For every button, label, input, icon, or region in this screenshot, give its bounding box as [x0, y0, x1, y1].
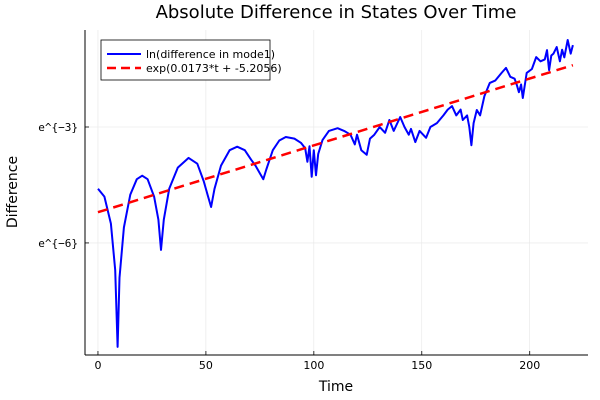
- x-tick-label: 100: [303, 359, 324, 372]
- series-layer: [97, 39, 574, 348]
- x-tick-label: 0: [94, 359, 101, 372]
- ticks: 0 50 100 150 200 e^{−3} e^{−6}: [38, 121, 540, 372]
- legend: ln(difference in mode1) exp(0.0173*t + -…: [100, 39, 282, 81]
- grid: [85, 30, 588, 355]
- x-tick-label: 150: [411, 359, 432, 372]
- legend-box: [100, 39, 271, 81]
- y-tick-label: e^{−6}: [38, 237, 78, 250]
- chart-title: Absolute Difference in States Over Time: [156, 2, 517, 23]
- x-tick-label: 50: [199, 359, 213, 372]
- legend-label-blue: ln(difference in mode1): [146, 48, 275, 61]
- y-axis-label: Difference: [5, 156, 21, 228]
- legend-label-red: exp(0.0173*t + -5.2056): [146, 62, 282, 75]
- x-tick-label: 200: [519, 359, 540, 372]
- series-line-difference: [97, 39, 574, 348]
- x-axis-label: Time: [318, 379, 353, 395]
- series-line-exp-fit: [97, 63, 574, 214]
- y-tick-label: e^{−3}: [38, 121, 78, 134]
